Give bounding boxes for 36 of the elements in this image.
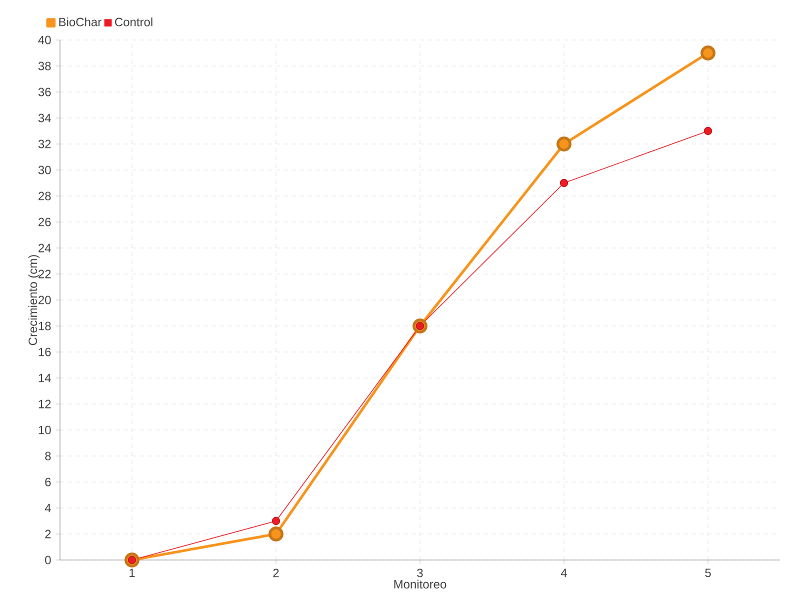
x-tick-label: 4 — [560, 568, 567, 577]
x-tick-label: 1 — [130, 568, 135, 577]
y-tick-label: 14 — [38, 374, 51, 382]
y-tick-label: 10 — [38, 426, 51, 434]
legend-label: BioChar — [59, 17, 102, 26]
point — [268, 526, 284, 542]
y-tick-label: 2 — [45, 530, 51, 538]
y-tick-label: 6 — [45, 478, 51, 486]
point — [700, 46, 716, 60]
y-tick-label: 8 — [45, 452, 51, 460]
y-tick-label: 24 — [38, 244, 51, 252]
legend-label: Control — [115, 17, 152, 26]
y-tick-label: 40 — [38, 36, 51, 44]
y-tick-label: 36 — [38, 88, 51, 96]
y-tick-label: 32 — [38, 140, 51, 148]
y-tick-label: 20 — [38, 296, 51, 304]
point — [556, 136, 572, 152]
y-tick-label: 22 — [38, 270, 51, 278]
x-tick-label: 3 — [417, 568, 423, 578]
y-tick-label: 30 — [38, 166, 51, 174]
y-tick-label: 0 — [45, 556, 51, 564]
x-tick-label: 2 — [273, 568, 279, 578]
y-tick-label: 34 — [38, 114, 51, 122]
y-tick-label: 26 — [38, 218, 51, 226]
y-tick-label: 16 — [38, 348, 51, 356]
x-axis-title: Monitoreo — [394, 580, 446, 589]
y-tick-label: 4 — [44, 504, 51, 512]
x-tick-label: 5 — [705, 568, 711, 578]
y-axis-title: Crecimiento (cm) — [28, 255, 40, 346]
y-tick-label: 38 — [38, 62, 51, 70]
y-tick-label: 18 — [38, 322, 51, 330]
y-tick-label: 28 — [38, 192, 51, 200]
point — [272, 516, 280, 526]
point — [560, 178, 568, 188]
y-tick-label: 12 — [38, 400, 51, 408]
point — [704, 126, 712, 136]
